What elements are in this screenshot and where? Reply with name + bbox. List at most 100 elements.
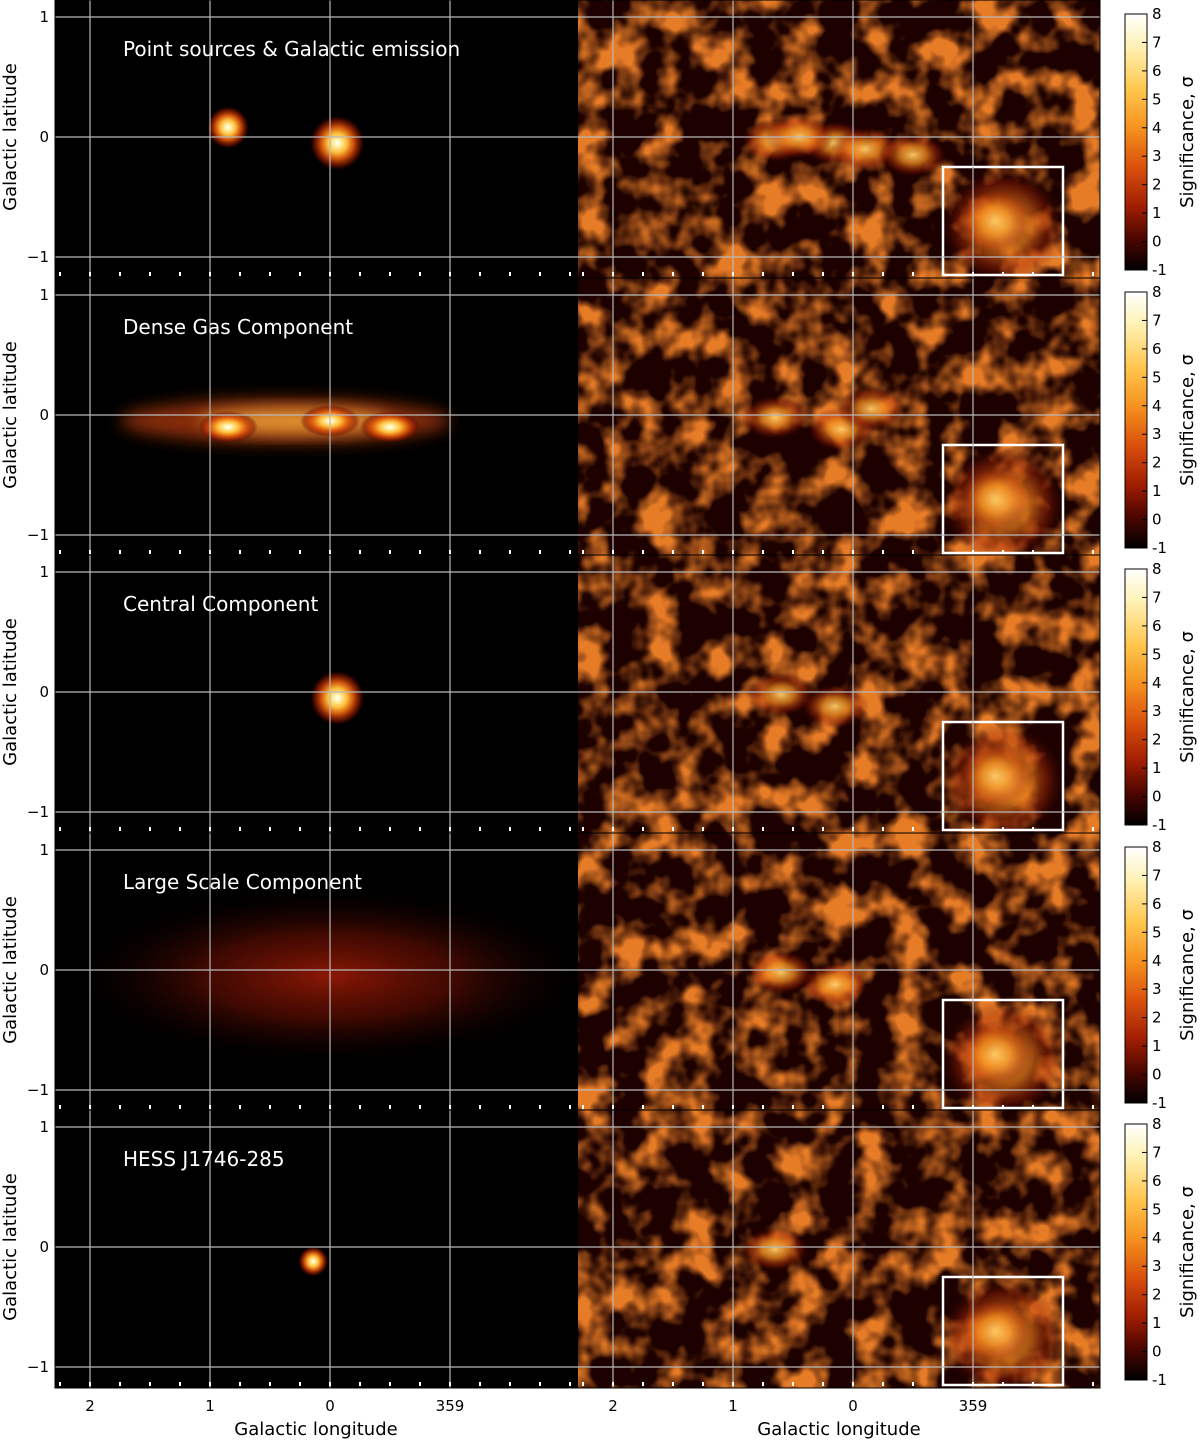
- minor-tick: [509, 1382, 511, 1386]
- panel-title: Point sources & Galactic emission: [123, 37, 460, 61]
- minor-tick: [479, 827, 481, 831]
- x-tick-label: 2: [608, 1397, 618, 1415]
- residual-hotspot: [747, 672, 815, 717]
- minor-tick: [89, 1105, 91, 1109]
- minor-tick: [1032, 550, 1034, 554]
- minor-tick: [882, 272, 884, 276]
- colorbar-tick-label: 0: [1152, 233, 1162, 251]
- minor-tick: [239, 550, 241, 554]
- colorbar-label: Significance, σ: [1177, 76, 1198, 208]
- residual-region-core: [957, 187, 1033, 255]
- minor-tick: [882, 1105, 884, 1109]
- minor-tick: [269, 827, 271, 831]
- minor-tick: [912, 1105, 914, 1109]
- minor-tick: [209, 827, 211, 831]
- minor-tick: [449, 550, 451, 554]
- panel-2: Dense Gas Component 1 0 −1 Galactic latitude…: [0, 277, 1198, 557]
- minor-tick: [389, 1382, 391, 1386]
- minor-tick: [912, 272, 914, 276]
- minor-tick: [569, 827, 571, 831]
- colorbar-tick-label: 0: [1152, 1066, 1162, 1084]
- minor-tick: [1062, 827, 1064, 831]
- minor-tick: [1032, 272, 1034, 276]
- minor-tick: [702, 827, 704, 831]
- minor-tick: [449, 827, 451, 831]
- y-axis-title: Galactic latitude: [0, 341, 21, 489]
- y-tick-label: 0: [39, 1238, 49, 1256]
- minor-tick: [702, 272, 704, 276]
- minor-tick: [1002, 1382, 1004, 1386]
- colorbar-tick-label: 2: [1152, 731, 1162, 749]
- minor-tick: [762, 272, 764, 276]
- minor-tick: [389, 827, 391, 831]
- colorbar-tick-label: 2: [1152, 1009, 1162, 1027]
- y-tick-label: 1: [39, 841, 49, 859]
- model-map: [55, 555, 578, 833]
- minor-tick: [972, 827, 974, 831]
- minor-tick: [509, 827, 511, 831]
- minor-tick: [822, 272, 824, 276]
- minor-tick: [582, 1382, 584, 1386]
- minor-tick: [299, 827, 301, 831]
- minor-tick: [582, 827, 584, 831]
- y-tick-label: −1: [27, 248, 49, 266]
- minor-tick: [539, 1382, 541, 1386]
- minor-tick: [642, 272, 644, 276]
- panel-3: Central Component 1 0 −1 Galactic latitude 8 7…: [0, 554, 1198, 834]
- minor-tick: [582, 272, 584, 276]
- colorbar-tick-label: 3: [1152, 1257, 1162, 1275]
- minor-tick: [822, 1382, 824, 1386]
- model-map: [55, 0, 578, 278]
- colorbar-tick-label: 3: [1152, 147, 1162, 165]
- y-axis-title: Galactic latitude: [0, 63, 21, 211]
- minor-tick: [209, 1382, 211, 1386]
- colorbar-tick-label: 8: [1152, 1115, 1162, 1133]
- minor-tick: [569, 1105, 571, 1109]
- minor-tick: [449, 1105, 451, 1109]
- minor-tick: [792, 550, 794, 554]
- minor-tick: [119, 1382, 121, 1386]
- minor-tick: [389, 1105, 391, 1109]
- panel-title: Central Component: [123, 592, 318, 616]
- y-axis-title: Galactic latitude: [0, 1173, 21, 1321]
- minor-tick: [792, 827, 794, 831]
- minor-tick: [732, 827, 734, 831]
- minor-tick: [239, 827, 241, 831]
- model-point-source: [206, 106, 250, 149]
- minor-tick: [269, 1382, 271, 1386]
- minor-tick: [672, 1105, 674, 1109]
- residual-region-core: [957, 465, 1033, 533]
- minor-tick: [479, 272, 481, 276]
- minor-tick: [419, 550, 421, 554]
- minor-tick: [209, 1105, 211, 1109]
- minor-tick: [762, 1382, 764, 1386]
- minor-tick: [672, 272, 674, 276]
- minor-tick: [119, 827, 121, 831]
- minor-tick: [359, 550, 361, 554]
- residual-map: [578, 0, 1100, 278]
- colorbar-tick-label: 7: [1152, 588, 1162, 606]
- minor-tick: [59, 1105, 61, 1109]
- colorbar-tick-label: 4: [1152, 952, 1162, 970]
- minor-tick: [1092, 1105, 1094, 1109]
- minor-tick: [852, 1382, 854, 1386]
- minor-tick: [822, 1105, 824, 1109]
- minor-tick: [209, 272, 211, 276]
- minor-tick: [569, 272, 571, 276]
- minor-tick: [149, 1105, 151, 1109]
- x-tick-label: 1: [205, 1397, 215, 1415]
- minor-tick: [1092, 1382, 1094, 1386]
- minor-tick: [449, 272, 451, 276]
- minor-tick: [672, 550, 674, 554]
- colorbar: [1124, 1123, 1148, 1381]
- minor-tick: [762, 1105, 764, 1109]
- x-tick-label: 0: [325, 1397, 335, 1415]
- minor-tick: [972, 272, 974, 276]
- minor-tick: [732, 550, 734, 554]
- minor-tick: [299, 272, 301, 276]
- colorbar-tick-label: -1: [1152, 261, 1167, 279]
- minor-tick: [299, 550, 301, 554]
- residual-region-core: [957, 1020, 1033, 1088]
- minor-tick: [702, 550, 704, 554]
- minor-tick: [942, 550, 944, 554]
